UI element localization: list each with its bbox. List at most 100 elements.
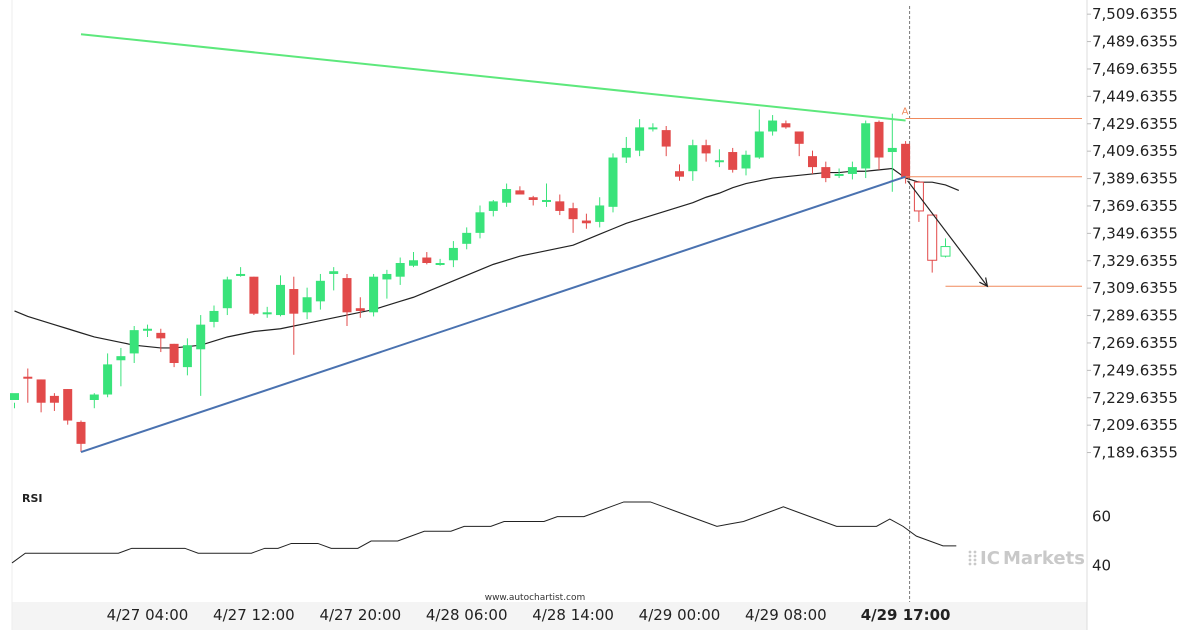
candle-body bbox=[10, 393, 19, 400]
logo-dot bbox=[968, 562, 972, 566]
candle-body bbox=[542, 199, 551, 202]
candle-body bbox=[196, 324, 206, 350]
pattern-point-label: A bbox=[902, 106, 909, 117]
candle-body bbox=[861, 123, 871, 169]
price-panel bbox=[12, 6, 1087, 480]
y-tick-label: 7,269.6355 bbox=[1092, 334, 1178, 352]
y-tick-label: 7,209.6355 bbox=[1092, 416, 1178, 434]
candle-body bbox=[143, 328, 152, 331]
candle-body bbox=[847, 167, 857, 174]
rsi-tick-label: 40 bbox=[1092, 556, 1111, 574]
candle-body bbox=[315, 280, 325, 302]
candle-body bbox=[661, 130, 671, 147]
y-tick-label: 7,189.6355 bbox=[1092, 444, 1178, 462]
candle-body bbox=[675, 171, 684, 177]
candle-body bbox=[781, 123, 791, 128]
x-tick-label: 4/27 04:00 bbox=[107, 606, 189, 624]
candle-body bbox=[635, 127, 645, 151]
candle-body bbox=[874, 121, 884, 158]
forecast-arrow-head bbox=[979, 277, 989, 288]
time-axis-band bbox=[12, 602, 1087, 630]
icmarkets-logo: IC Markets bbox=[968, 548, 1085, 569]
logo-dot bbox=[973, 554, 977, 558]
y-tick-label: 7,329.6355 bbox=[1092, 252, 1178, 270]
x-tick-label: 4/27 20:00 bbox=[319, 606, 401, 624]
candle-body bbox=[768, 120, 778, 132]
candle-body bbox=[488, 201, 498, 211]
candle-body bbox=[342, 278, 352, 313]
pattern-candle-body bbox=[927, 214, 938, 261]
candle-body bbox=[116, 356, 126, 361]
y-tick-label: 7,489.6355 bbox=[1092, 33, 1178, 51]
candle-body bbox=[621, 147, 631, 158]
y-tick-label: 7,369.6355 bbox=[1092, 197, 1178, 215]
candle-body bbox=[422, 257, 432, 264]
candle-body bbox=[834, 173, 844, 176]
logo-dot bbox=[973, 550, 977, 554]
logo-dot bbox=[968, 550, 972, 554]
x-tick-label: 4/29 17:00 bbox=[861, 606, 951, 624]
candle-body bbox=[475, 212, 485, 233]
candle-body bbox=[808, 156, 817, 168]
candle-body bbox=[129, 330, 139, 354]
candle-body bbox=[515, 190, 525, 195]
candle-body bbox=[448, 247, 458, 261]
candle-body bbox=[728, 152, 738, 170]
rsi-line bbox=[11, 501, 957, 564]
rsi-panel bbox=[12, 480, 1087, 602]
x-tick-label: 4/29 00:00 bbox=[639, 606, 721, 624]
candle-body bbox=[156, 332, 166, 339]
candle-body bbox=[528, 197, 538, 200]
candle-body bbox=[382, 273, 392, 280]
x-tick-label: 4/28 14:00 bbox=[532, 606, 614, 624]
candle-body bbox=[887, 147, 897, 153]
candle-body bbox=[302, 297, 312, 313]
y-tick-label: 7,229.6355 bbox=[1092, 389, 1178, 407]
candle-body bbox=[249, 276, 259, 314]
candle-body bbox=[36, 379, 46, 403]
candle-body bbox=[169, 343, 179, 364]
candle-body bbox=[222, 279, 232, 309]
candle-body bbox=[568, 208, 578, 220]
candle-body bbox=[103, 364, 113, 395]
candle-body bbox=[794, 131, 804, 144]
candle-body bbox=[648, 127, 658, 130]
candle-body bbox=[714, 160, 724, 163]
candle-body bbox=[435, 263, 445, 266]
candle-body bbox=[741, 154, 751, 169]
candle-body bbox=[76, 421, 86, 444]
candle-body bbox=[462, 232, 472, 244]
y-tick-label: 7,249.6355 bbox=[1092, 361, 1178, 379]
candle-body bbox=[395, 263, 405, 277]
candle-body bbox=[701, 145, 711, 154]
y-tick-label: 7,289.6355 bbox=[1092, 307, 1178, 325]
candle-body bbox=[595, 205, 605, 222]
y-tick-label: 7,349.6355 bbox=[1092, 224, 1178, 242]
candle-body bbox=[89, 394, 99, 400]
candle-body bbox=[555, 201, 565, 211]
pattern-candle-body bbox=[940, 246, 951, 257]
support-trendline bbox=[80, 175, 906, 454]
candle-body bbox=[23, 376, 33, 379]
y-tick-label: 7,429.6355 bbox=[1092, 115, 1178, 133]
candle-body bbox=[688, 145, 698, 172]
candle-body bbox=[821, 167, 831, 179]
logo-dot bbox=[968, 558, 972, 562]
y-tick-label: 7,389.6355 bbox=[1092, 170, 1178, 188]
y-tick-label: 7,449.6355 bbox=[1092, 87, 1178, 105]
x-tick-label: 4/28 06:00 bbox=[426, 606, 508, 624]
candle-body bbox=[355, 308, 365, 311]
logo-dot bbox=[973, 562, 977, 566]
y-tick-label: 7,469.6355 bbox=[1092, 60, 1178, 78]
candle-body bbox=[182, 345, 192, 368]
logo-dot bbox=[968, 554, 972, 558]
logo-name: Markets bbox=[1003, 548, 1085, 569]
candle-body bbox=[262, 312, 272, 315]
candle-body bbox=[502, 189, 512, 203]
candle-body bbox=[289, 289, 299, 314]
logo-dot bbox=[973, 558, 977, 562]
y-tick-label: 7,509.6355 bbox=[1092, 5, 1178, 23]
candle-body bbox=[329, 271, 339, 274]
